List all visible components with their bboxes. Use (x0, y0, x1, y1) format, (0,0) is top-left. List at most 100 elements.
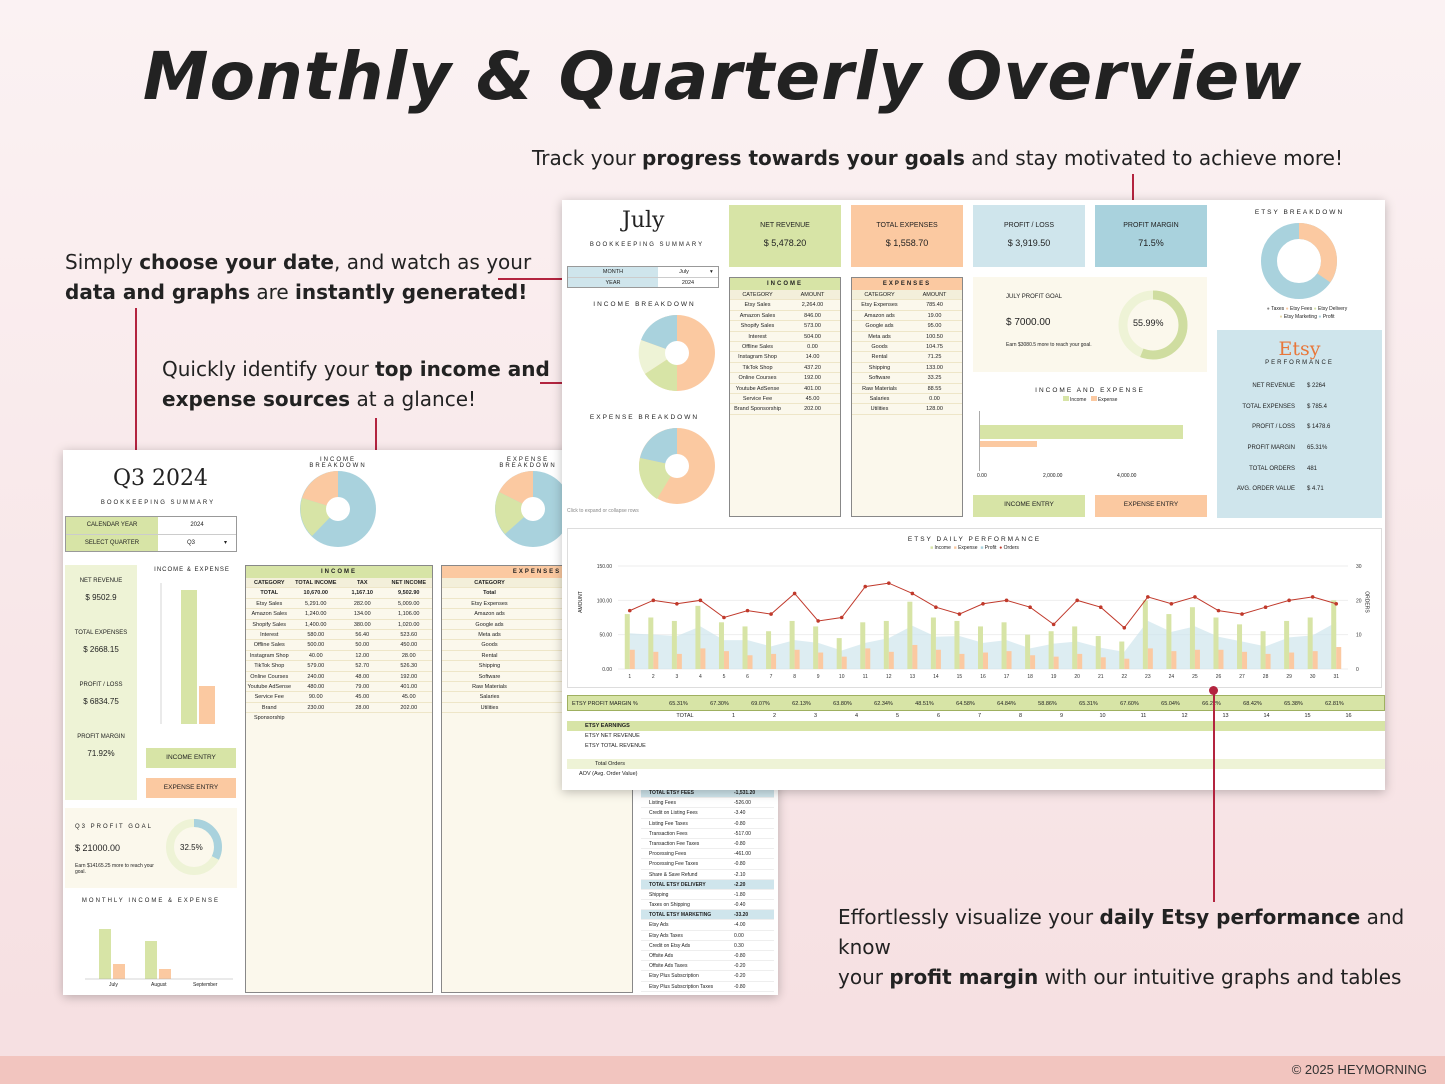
cell: Service Fee (254, 694, 284, 701)
income-bar (1284, 620, 1290, 669)
income-bar (1189, 607, 1195, 669)
fee-value: -1,531.20 (734, 790, 756, 796)
fee-label: Listing Fee Taxes (649, 820, 688, 827)
fee-label: Etsy Plus Subscription Taxes (649, 983, 714, 990)
income-bar (930, 617, 936, 669)
day-header: 15 (1304, 713, 1311, 719)
x-tick-label: 22 (1122, 674, 1128, 680)
table-row: Software 33.25 (852, 373, 962, 384)
chevron-down-icon[interactable]: ▾ (224, 540, 228, 546)
etsy-stat-value: 481 (1307, 465, 1318, 472)
fee-label: Credit on Listing Fees (649, 810, 698, 817)
day-header: 1 (731, 713, 736, 719)
cell: 5,009.00 (398, 600, 420, 607)
x-tick-label: 19 (1051, 674, 1057, 680)
orders-point (1216, 608, 1221, 613)
fee-value: -0.80 (734, 983, 746, 990)
table-row: Instagram Shop 40.00 12.00 28.00 (246, 651, 432, 662)
margin-cell: 62.34% (874, 701, 893, 707)
cell: 28.00 (355, 704, 370, 711)
day-header: 10 (1099, 713, 1106, 719)
date-pointer-line-h (498, 278, 570, 280)
expense-bar (841, 656, 847, 669)
july-expense-pie (638, 428, 715, 504)
cell: 45.00 (401, 694, 416, 701)
cell: Goods (481, 642, 498, 649)
income-bar (1095, 636, 1101, 669)
day-header: 14 (1263, 713, 1270, 719)
orders-point (1193, 595, 1197, 599)
table-row: TOTAL 10,670.00 1,167.10 9,502.90 (246, 588, 432, 599)
etsy-logo: Etsy (1278, 338, 1321, 360)
cell-amount: 33.25 (927, 375, 942, 382)
cell: 90.00 (308, 694, 323, 701)
cell: 230.00 (307, 704, 325, 711)
income-bar (1025, 634, 1031, 669)
cell: 526.30 (400, 663, 418, 670)
x-tick-label: 11 (863, 674, 868, 680)
cell-category: Goods (871, 343, 888, 350)
calendar-year-select[interactable]: 2024 (190, 522, 204, 528)
cell-category: TikTok Shop (742, 364, 773, 371)
table-row: Google ads 95.00 (852, 321, 962, 332)
x-tick-label: 15 (957, 674, 963, 680)
orders-point (1051, 622, 1056, 627)
month-select[interactable]: July (679, 269, 689, 275)
orders-point (1098, 605, 1103, 609)
q3-etsy-fees-table: TOTAL ETSY FEES -1,531.20 Listing Fees -526… (641, 788, 774, 993)
etsy-stat-label: PROFIT MARGIN (1247, 445, 1295, 452)
fee-label: TOTAL ETSY FEES (649, 790, 694, 796)
table-row: Etsy Sales 2,264.00 (730, 300, 840, 311)
fee-row: Credit on Listing Fees -3.40 (641, 808, 774, 819)
orders-point (675, 601, 679, 606)
income-bar (1048, 631, 1054, 669)
year-select[interactable]: 2024 (681, 280, 695, 286)
q3-expense-entry-button[interactable]: EXPENSE ENTRY (146, 778, 236, 798)
fee-label: Processing Fees (649, 851, 687, 858)
cell: 282.00 (353, 600, 371, 607)
expense-bar (1218, 649, 1224, 669)
cell: 10,670.00 (303, 590, 328, 597)
q3-goal-pct: 32.5% (180, 843, 203, 852)
quarter-select[interactable]: Q3 (186, 540, 195, 546)
table-row: Etsy Sales 5,291.00 282.00 5,009.00 (246, 599, 432, 610)
orders-point (816, 619, 820, 623)
x-tick-label: 4 (699, 674, 702, 680)
callout-date: Simply choose your date, and watch as yo… (65, 250, 532, 304)
click-note: Click to expand or collapse rows (567, 508, 639, 514)
margin-cell: 64.84% (997, 701, 1016, 707)
july-income-breakdown-title: INCOME BREAKDOWN (593, 301, 696, 308)
cell: 134.00 (353, 611, 371, 618)
fee-row: Etsy Plus Subscription Taxes -0.80 (641, 982, 774, 992)
x-tick-label: 20 (1074, 674, 1080, 680)
etsy-stat-row: TOTAL ORDERS 481 (1217, 459, 1382, 480)
expense-bar (1124, 658, 1130, 669)
margin-cell: 69.07% (751, 701, 770, 707)
income-bar (1237, 624, 1243, 669)
q3-income-entry-button[interactable]: INCOME ENTRY (146, 748, 236, 768)
cell: Total (483, 590, 496, 597)
income-bar (1072, 626, 1078, 669)
expense-bar (1312, 651, 1318, 669)
margin-cell: 67.60% (1120, 701, 1139, 707)
orders-point (722, 615, 726, 620)
chevron-down-icon[interactable]: ▾ (710, 269, 713, 275)
cell: 450.00 (400, 642, 418, 649)
expense-bar (700, 648, 706, 669)
cell: 480.00 (307, 683, 325, 690)
table-row: Youtube AdSense 480.00 79.00 401.00 (246, 682, 432, 693)
cell-amount: 0.00 (807, 343, 818, 350)
expense-bar (653, 651, 659, 669)
callout-goals: Track your progress towards your goals a… (532, 146, 1343, 170)
x-tick-label: 29 (1286, 674, 1292, 680)
fee-value: -0.80 (734, 861, 746, 868)
table-row: Utilities 128.00 (852, 404, 962, 415)
orders-point (769, 612, 773, 616)
income-entry-button[interactable]: INCOME ENTRY (973, 495, 1085, 517)
cell: Rental (481, 652, 498, 659)
day-header: 12 (1181, 713, 1188, 719)
cell: 202.00 (400, 704, 418, 711)
cell-category: Youtube AdSense (735, 385, 780, 392)
expense-entry-button[interactable]: EXPENSE ENTRY (1095, 495, 1207, 517)
x-tick-label: 31 (1333, 674, 1339, 680)
